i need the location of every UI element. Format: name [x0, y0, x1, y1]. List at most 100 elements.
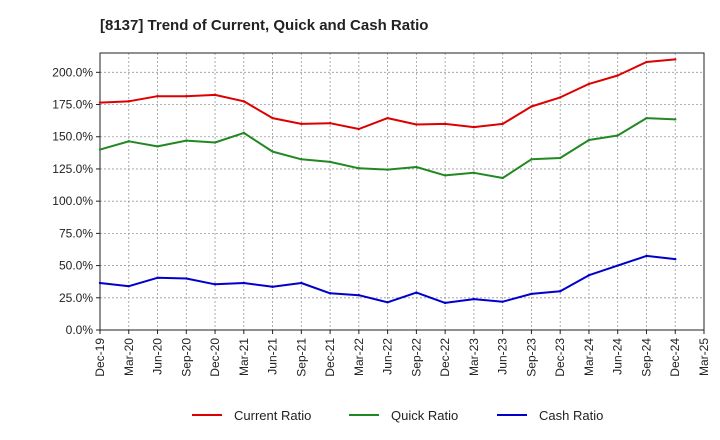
y-tick-label: 100.0% [52, 194, 93, 208]
current-ratio-point [328, 122, 332, 125]
current-ratio-point [357, 127, 361, 131]
quick-ratio-point [185, 139, 188, 142]
cash-ratio-point [645, 254, 648, 258]
series-layer [98, 58, 677, 305]
x-tick-label: Mar-23 [467, 338, 481, 376]
current-ratio-point [300, 122, 303, 126]
quick-ratio-point [386, 168, 389, 171]
current-ratio-point [156, 94, 159, 98]
x-tick-label: Mar-25 [697, 338, 711, 376]
x-tick-label: Sep-24 [639, 338, 653, 377]
plot-frame [99, 52, 705, 331]
current-ratio-point [558, 96, 562, 99]
cash-ratio-point [357, 294, 361, 297]
x-tick-label: Sep-20 [179, 338, 193, 377]
cash-ratio-point [530, 292, 533, 296]
y-tick-label: 125.0% [52, 162, 93, 176]
cash-ratio-point [271, 285, 274, 289]
cash-ratio-point [501, 300, 504, 303]
x-tick-label: Jun-20 [151, 338, 165, 375]
x-tick-label: Dec-22 [438, 338, 452, 377]
quick-ratio-point [242, 131, 246, 135]
quick-ratio-point [127, 140, 130, 143]
quick-ratio-point [501, 176, 504, 180]
x-tick-label: Dec-19 [93, 338, 107, 377]
cash-ratio-point [443, 301, 447, 305]
quick-ratio-point [213, 141, 217, 144]
current-ratio-point [443, 122, 447, 126]
cash-ratio-point [185, 277, 188, 280]
cash-ratio-point [98, 281, 102, 285]
quick-ratio-point [300, 158, 303, 161]
y-tick-label: 200.0% [52, 65, 93, 79]
quick-ratio-point [472, 171, 476, 175]
x-tick-label: Dec-23 [553, 338, 567, 377]
current-ratio-point [213, 93, 217, 97]
current-ratio-point [271, 116, 274, 120]
y-tick-label: 75.0% [59, 226, 93, 240]
cash-ratio-point [156, 276, 159, 280]
quick-ratio-point [530, 158, 533, 161]
current-ratio-point [674, 58, 677, 61]
current-ratio-point [645, 60, 648, 64]
cash-ratio-point [300, 281, 303, 285]
x-tick-label: Mar-20 [122, 338, 136, 376]
x-tick-label: Sep-22 [409, 338, 423, 377]
quick-ratio-point [645, 116, 648, 120]
current-ratio-point [242, 100, 246, 103]
cash-ratio-point [328, 292, 332, 295]
x-tick-label: Dec-24 [668, 338, 682, 377]
x-tick-label: Jun-21 [266, 338, 280, 375]
quick-ratio-point [558, 156, 562, 160]
current-ratio-point [415, 123, 418, 126]
tick-layer: 0.0% 25.0% 50.0% 75.0% 100.0% 125.0% 150.0% 175… [52, 65, 711, 376]
quick-ratio-point [156, 145, 159, 148]
cash-ratio-point [242, 281, 246, 285]
cash-ratio-point [472, 297, 476, 301]
y-tick-label: 175.0% [52, 98, 93, 112]
x-tick-label: Jun-23 [496, 338, 510, 375]
x-tick-label: Dec-21 [323, 338, 337, 377]
quick-ratio-point [328, 160, 332, 164]
cash-ratio-point [127, 284, 130, 288]
x-tick-label: Dec-20 [208, 338, 222, 377]
x-tick-label: Mar-22 [352, 338, 366, 376]
y-tick-label: 0.0% [66, 323, 94, 337]
chart-title: [8137] Trend of Current, Quick and Cash … [100, 17, 428, 34]
legend-label-cash-ratio: Cash Ratio [539, 408, 603, 423]
x-tick-label: Sep-21 [294, 338, 308, 377]
y-tick-label: 25.0% [59, 291, 93, 305]
cash-ratio-point [386, 301, 389, 304]
x-tick-label: Mar-24 [582, 338, 596, 376]
current-ratio-point [386, 116, 389, 120]
legend-label-current-ratio: Current Ratio [234, 408, 311, 423]
current-ratio-point [127, 100, 130, 103]
legend: Current Ratio Quick Ratio Cash Ratio [192, 408, 603, 423]
quick-ratio-point [443, 174, 447, 177]
x-tick-label: Jun-22 [381, 338, 395, 375]
x-tick-label: Sep-23 [524, 338, 538, 377]
y-tick-label: 150.0% [52, 130, 93, 144]
cash-ratio-point [674, 257, 677, 261]
legend-label-quick-ratio: Quick Ratio [391, 408, 458, 423]
quick-ratio-point [98, 148, 102, 151]
quick-ratio-point [415, 165, 418, 169]
quick-ratio-point [674, 118, 677, 121]
current-ratio-point [616, 74, 619, 77]
current-ratio-point [472, 125, 476, 129]
quick-ratio-point [616, 134, 619, 137]
quick-ratio-point [587, 138, 591, 142]
cash-ratio-point [616, 264, 619, 267]
current-ratio-point [501, 122, 504, 126]
x-tick-label: Mar-21 [237, 338, 251, 376]
current-ratio-point [185, 94, 188, 98]
x-tick-label: Jun-24 [611, 338, 625, 375]
grid-layer [99, 53, 705, 331]
y-tick-label: 50.0% [59, 259, 93, 273]
current-ratio-point [587, 82, 591, 86]
cash-ratio-point [213, 283, 217, 286]
cash-ratio-point [558, 290, 562, 293]
cash-ratio-point [587, 274, 591, 277]
